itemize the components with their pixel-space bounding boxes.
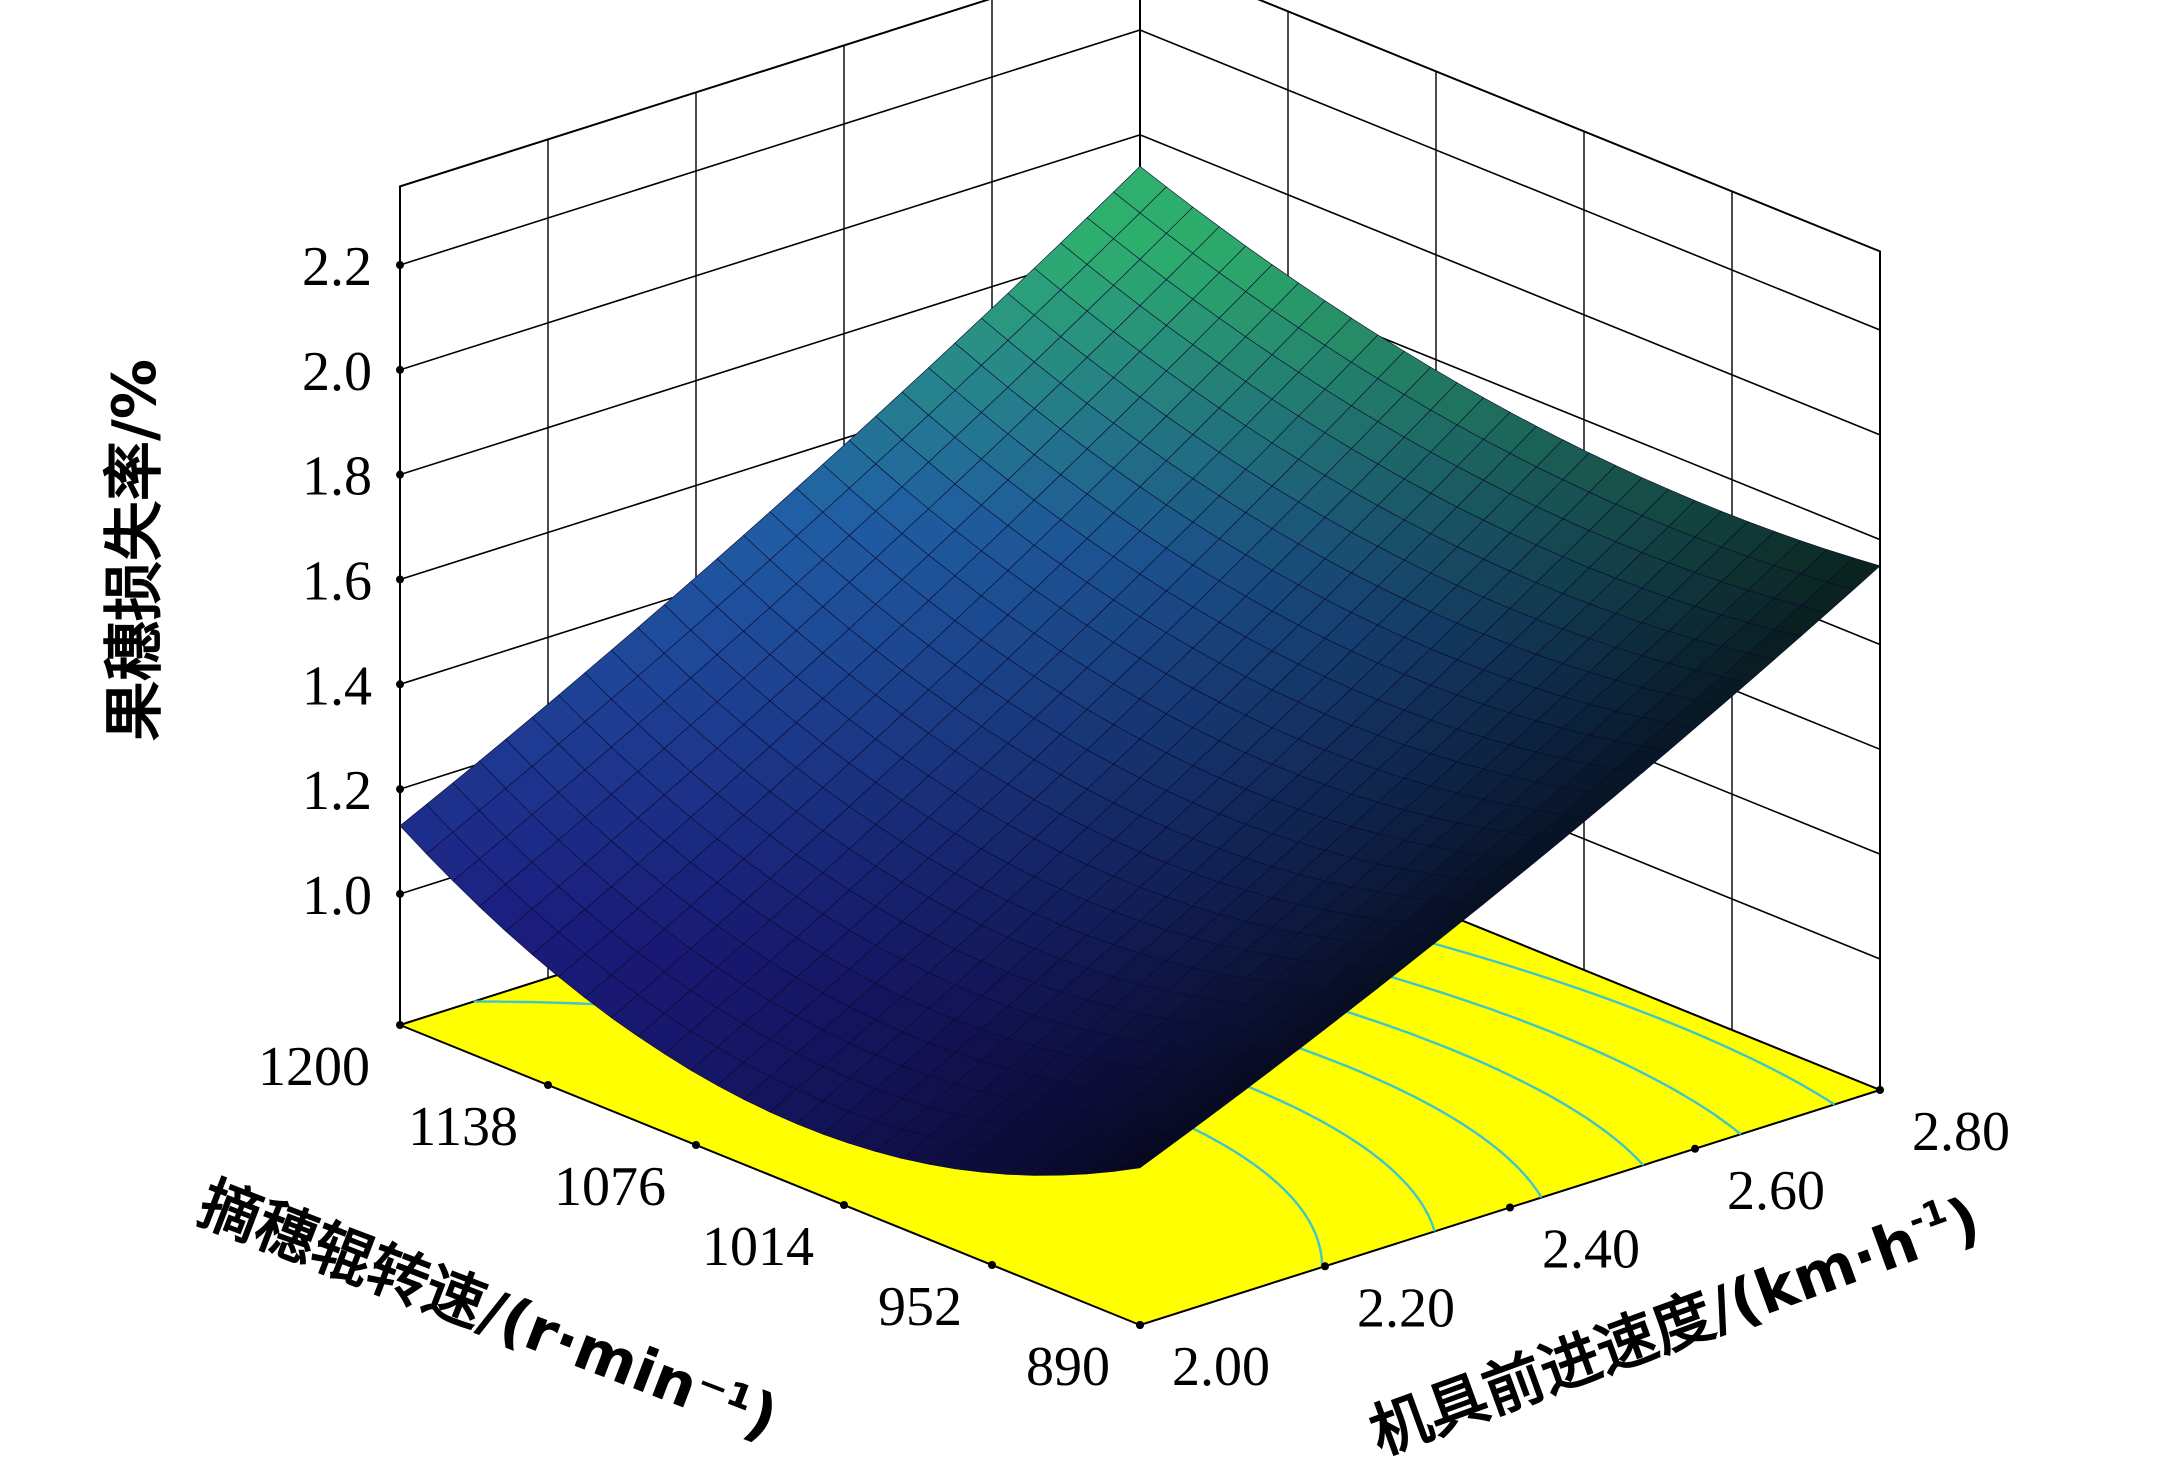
y-tick-label: 2.40 <box>1542 1219 1640 1281</box>
z-tick-label: 2.2 <box>302 236 372 298</box>
y-tick-mark <box>1691 1144 1699 1153</box>
y-tick-mark <box>1506 1203 1514 1212</box>
z-tick-mark <box>396 470 404 479</box>
z-tick-mark <box>396 889 404 898</box>
y-tick-label: 2.60 <box>1727 1160 1825 1222</box>
y-tick-mark <box>1876 1086 1884 1094</box>
z-tick-mark <box>396 575 404 584</box>
z-axis-ticks: 1.0 1.2 1.4 1.6 1.8 2.0 2.2 <box>302 236 404 927</box>
z-tick-label: 1.4 <box>302 655 372 717</box>
y-tick-label: 2.20 <box>1357 1277 1455 1339</box>
z-tick-mark <box>396 680 404 689</box>
z-tick-label: 1.0 <box>302 865 372 927</box>
y-tick-label: 2.00 <box>1172 1336 1270 1398</box>
y-tick-mark <box>1136 1321 1144 1329</box>
y-tick-label: 2.80 <box>1912 1101 2010 1163</box>
z-tick-label: 2.0 <box>302 341 372 403</box>
z-tick-label: 1.6 <box>302 550 372 612</box>
z-tick-label: 1.2 <box>302 760 372 822</box>
x-tick-mark <box>544 1081 552 1089</box>
x-tick-label: 890 <box>1026 1336 1110 1398</box>
response-surface <box>399 165 1881 1176</box>
surface-patch <box>1826 557 1881 590</box>
x-axis-ticks: 1200 1138 1076 1014 952 890 <box>258 1021 1144 1398</box>
z-tick-mark <box>396 365 404 374</box>
x-tick-mark <box>988 1261 996 1269</box>
x-tick-mark <box>692 1141 700 1149</box>
y-axis-ticks: 2.00 2.20 2.40 2.60 2.80 <box>1136 1086 2010 1398</box>
x-tick-label: 1076 <box>554 1156 666 1218</box>
z-axis-label: 果穗损失率/% <box>100 359 170 741</box>
z-tick-mark <box>396 785 404 794</box>
x-tick-label: 952 <box>878 1276 962 1338</box>
x-tick-label: 1014 <box>702 1216 814 1278</box>
z-tick-mark <box>396 261 404 269</box>
x-tick-mark <box>396 1021 404 1029</box>
x-tick-mark <box>840 1201 848 1209</box>
x-axis-label: 摘穗辊转速/(r·min⁻¹) <box>190 1169 787 1454</box>
x-axis-label-text: 摘穗辊转速/(r·min⁻¹) <box>190 1169 787 1454</box>
y-tick-mark <box>1321 1262 1329 1271</box>
z-tick-label: 1.8 <box>302 446 372 508</box>
x-tick-label: 1138 <box>408 1096 518 1158</box>
x-tick-label: 1200 <box>258 1036 370 1098</box>
